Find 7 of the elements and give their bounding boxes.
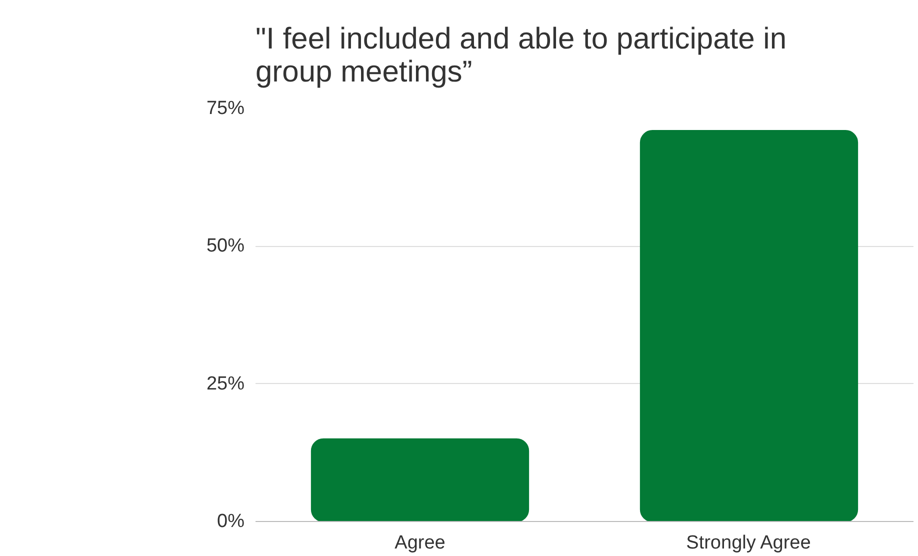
y-tick-label: 25% [206,373,245,394]
y-tick-label: 0% [217,511,245,532]
y-tick-label: 75% [206,98,245,119]
x-tick-label: Agree [394,532,446,554]
y-tick-label: 50% [206,236,245,257]
x-tick-label: Strongly Agree [686,532,811,554]
chart-title: "I feel included and able to participate in group meetings” [256,22,787,88]
